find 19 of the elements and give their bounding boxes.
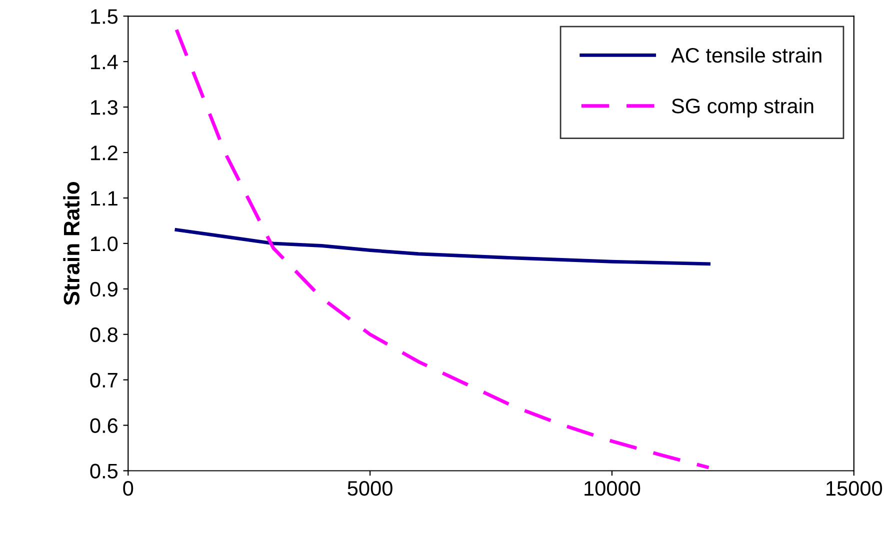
y-tick-label: 1.3 bbox=[91, 100, 118, 115]
y-tick-label: 0.6 bbox=[90, 418, 118, 434]
y-tick-label: 0.7 bbox=[90, 372, 118, 388]
x-tick-label: 0 bbox=[123, 481, 134, 496]
y-tick-label: 0.8 bbox=[90, 327, 118, 342]
y-tick-label: 1.1 bbox=[91, 191, 118, 206]
y-tick-label: 0.5 bbox=[90, 464, 118, 479]
legend-label: AC tensile strain bbox=[671, 47, 822, 63]
line-series bbox=[174, 228, 710, 266]
y-tick-label: 0.9 bbox=[90, 282, 118, 297]
x-tick-label: 15000 bbox=[826, 481, 882, 496]
x-tick-label: 5000 bbox=[348, 481, 392, 496]
y-axis-title: Strain Ratio bbox=[63, 182, 80, 306]
y-tick-label: 1.2 bbox=[91, 146, 118, 160]
legend-label: SG comp strain bbox=[672, 98, 814, 118]
y-tick-label: 1.4 bbox=[91, 54, 118, 70]
x-tick-label: 10000 bbox=[584, 481, 640, 496]
y-tick-label: 1.5 bbox=[91, 9, 118, 24]
y-tick-label: 1.0 bbox=[91, 236, 118, 252]
